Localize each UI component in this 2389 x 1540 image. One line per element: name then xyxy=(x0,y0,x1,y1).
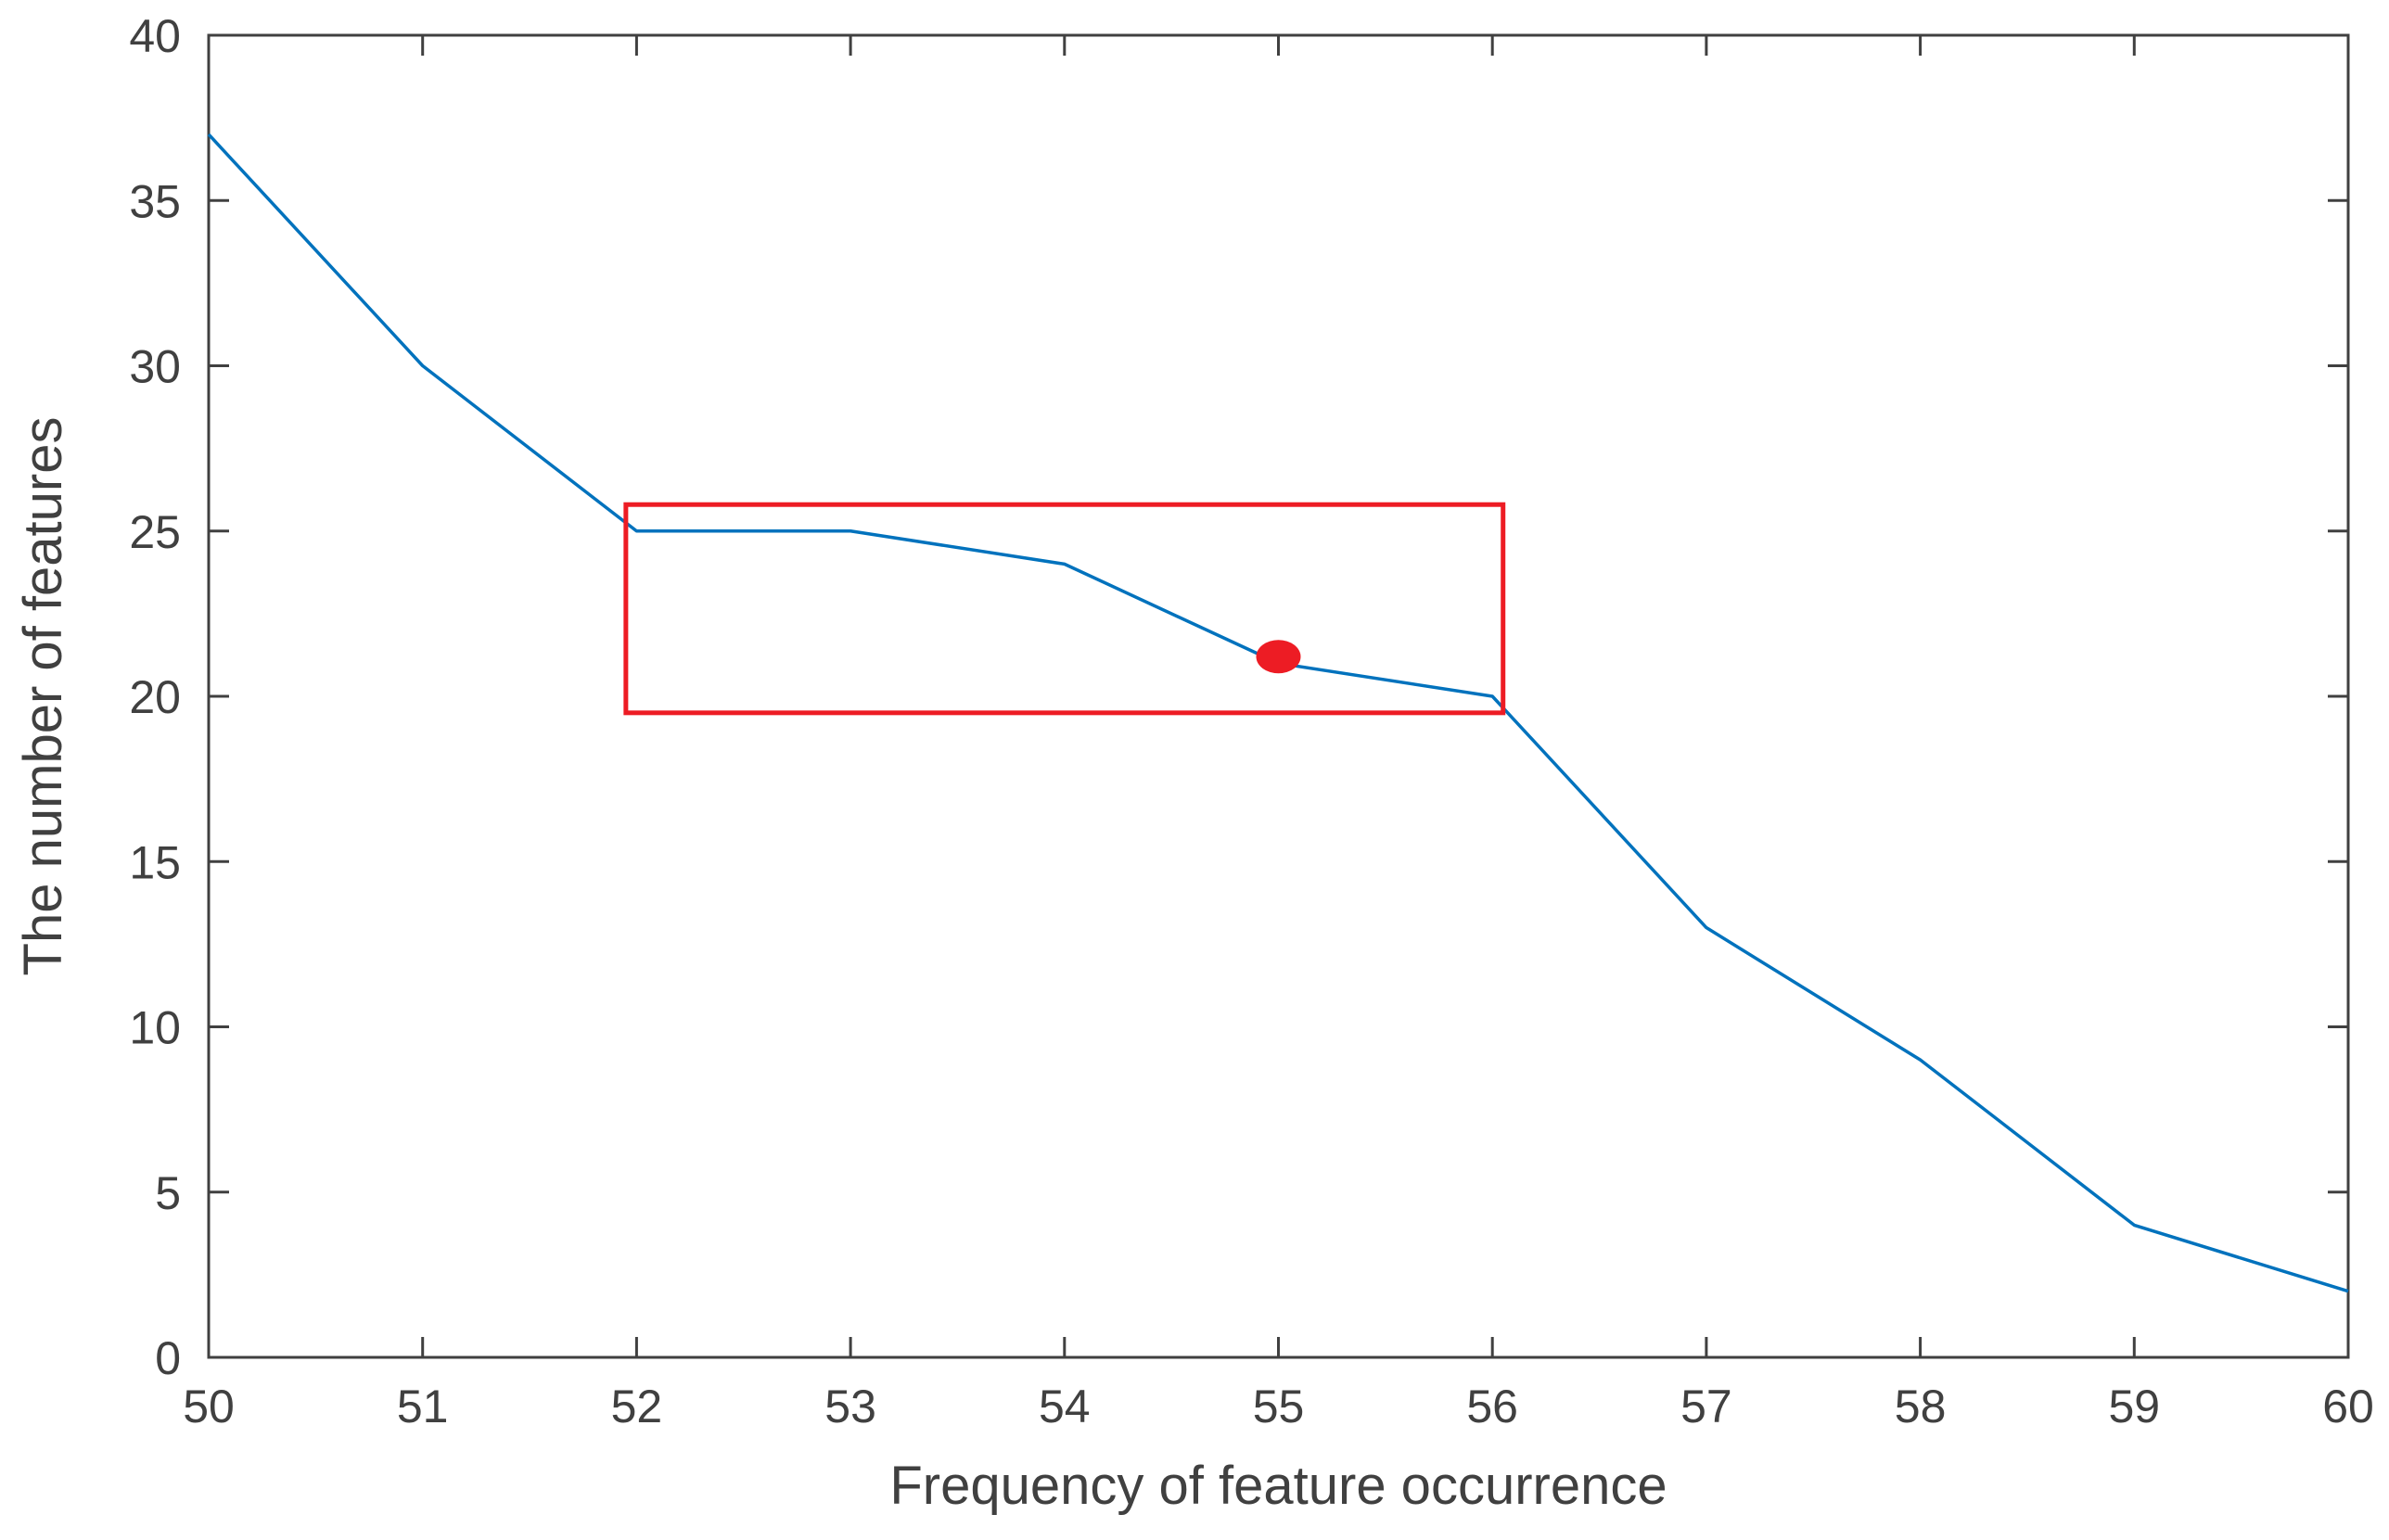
y-tick-label: 0 xyxy=(155,1332,181,1384)
x-tick-label: 53 xyxy=(824,1381,876,1432)
y-tick-label: 30 xyxy=(129,341,181,393)
x-tick-label: 55 xyxy=(1253,1381,1305,1432)
ticks-group: 50 51 52 53 54 55 56 57 58 59 60 0 5 10 15 20 25 30 35 40 xyxy=(129,10,2373,1432)
x-tick-label: 51 xyxy=(397,1381,449,1432)
y-tick-label: 20 xyxy=(129,671,181,723)
y-tick-label: 10 xyxy=(129,1002,181,1054)
axes-frame-group xyxy=(207,33,2350,1359)
y-tick-label: 5 xyxy=(155,1167,181,1219)
y-axis-label: The number of features xyxy=(13,417,73,976)
x-tick-label: 58 xyxy=(1895,1381,1947,1432)
x-tick-label: 60 xyxy=(2322,1381,2374,1432)
y-tick-label: 40 xyxy=(129,10,181,62)
x-tick-label: 59 xyxy=(2108,1381,2160,1432)
highlight-group xyxy=(623,502,1506,716)
y-tick-label: 15 xyxy=(129,836,181,888)
x-axis-label: Frequency of feature occurrence xyxy=(889,1456,1667,1516)
x-tick-label: 54 xyxy=(1039,1381,1091,1432)
highlight-point xyxy=(1256,640,1301,674)
highlight-box xyxy=(623,502,1506,716)
x-tick-label: 57 xyxy=(1680,1381,1732,1432)
x-tick-label: 52 xyxy=(611,1381,663,1432)
x-tick-label: 56 xyxy=(1466,1381,1518,1432)
y-tick-label: 25 xyxy=(129,506,181,558)
x-tick-label: 50 xyxy=(183,1381,235,1432)
y-tick-label: 35 xyxy=(129,175,181,227)
axes-box xyxy=(207,33,2350,1359)
